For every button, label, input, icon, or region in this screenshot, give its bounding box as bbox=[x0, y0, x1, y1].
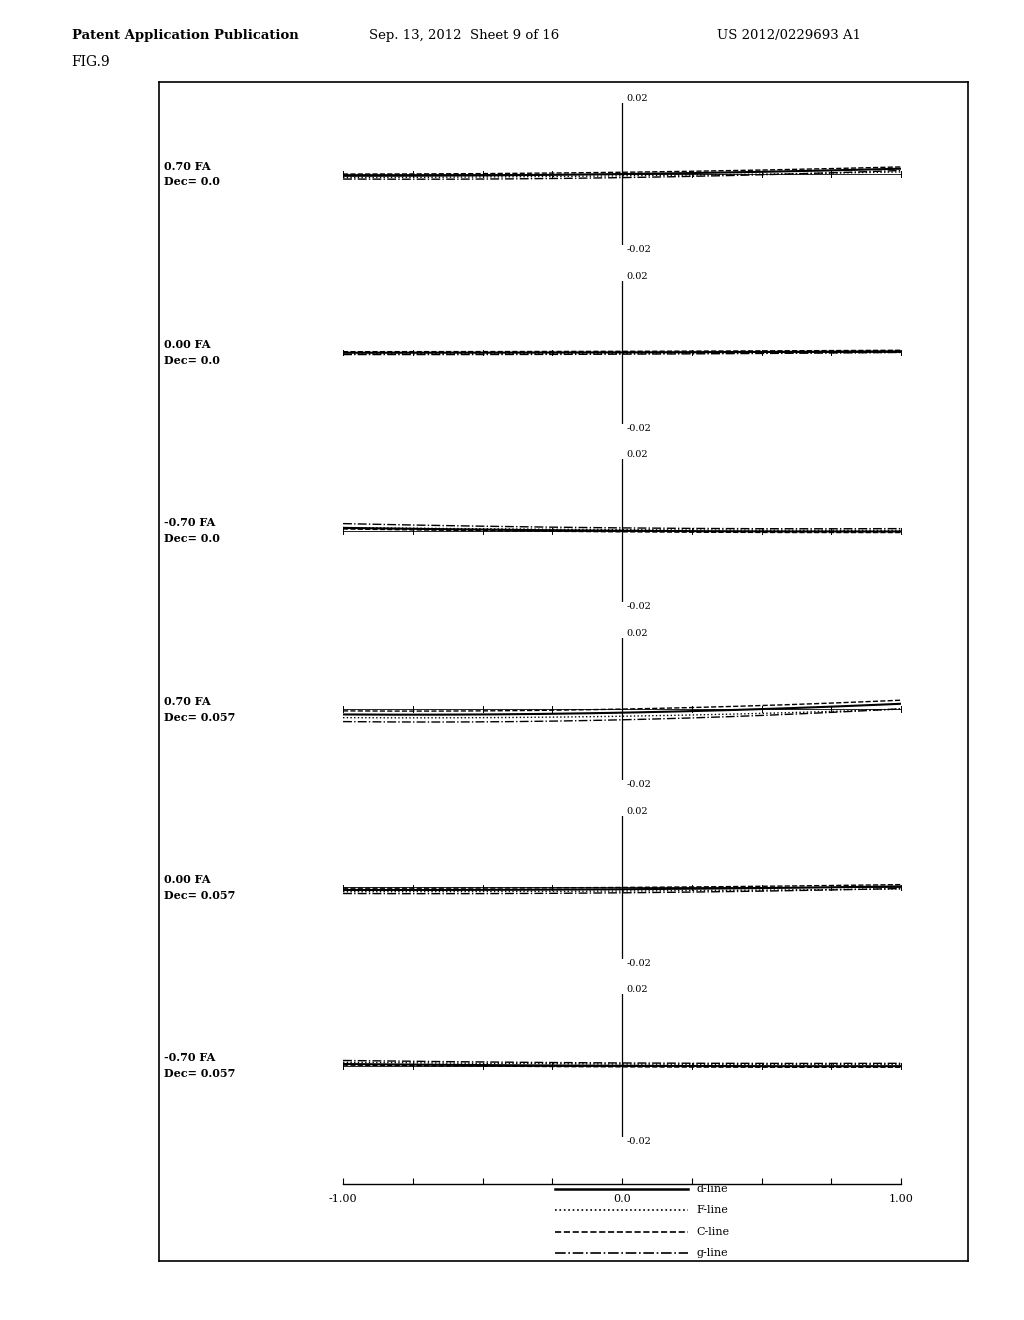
Text: 0.02: 0.02 bbox=[627, 807, 648, 816]
Text: -0.02: -0.02 bbox=[627, 246, 651, 255]
Text: Sep. 13, 2012  Sheet 9 of 16: Sep. 13, 2012 Sheet 9 of 16 bbox=[369, 29, 559, 42]
Text: 1.00: 1.00 bbox=[889, 1193, 913, 1204]
Text: 0.00 FA: 0.00 FA bbox=[164, 339, 210, 350]
Text: C-line: C-line bbox=[696, 1226, 729, 1237]
Text: Dec= 0.0: Dec= 0.0 bbox=[164, 355, 220, 366]
Text: 0.0: 0.0 bbox=[613, 1193, 631, 1204]
Text: F-line: F-line bbox=[696, 1205, 728, 1216]
Text: -0.02: -0.02 bbox=[627, 1137, 651, 1146]
Text: -0.02: -0.02 bbox=[627, 602, 651, 611]
Text: -1.00: -1.00 bbox=[329, 1193, 357, 1204]
Text: 0.02: 0.02 bbox=[627, 986, 648, 994]
Text: -0.70 FA: -0.70 FA bbox=[164, 517, 215, 528]
Text: -0.02: -0.02 bbox=[627, 780, 651, 789]
Text: 0.00 FA: 0.00 FA bbox=[164, 874, 210, 884]
Text: Dec= 0.0: Dec= 0.0 bbox=[164, 533, 220, 544]
Text: -0.02: -0.02 bbox=[627, 424, 651, 433]
Text: 0.70 FA: 0.70 FA bbox=[164, 696, 211, 706]
Text: 0.02: 0.02 bbox=[627, 628, 648, 638]
Text: 0.02: 0.02 bbox=[627, 450, 648, 459]
Text: Dec= 0.057: Dec= 0.057 bbox=[164, 711, 236, 722]
Text: 0.70 FA: 0.70 FA bbox=[164, 161, 211, 172]
Text: 0.02: 0.02 bbox=[627, 272, 648, 281]
Text: US 2012/0229693 A1: US 2012/0229693 A1 bbox=[717, 29, 861, 42]
Text: g-line: g-line bbox=[696, 1247, 728, 1258]
Text: Dec= 0.057: Dec= 0.057 bbox=[164, 1068, 236, 1080]
Text: Dec= 0.057: Dec= 0.057 bbox=[164, 890, 236, 900]
Text: Patent Application Publication: Patent Application Publication bbox=[72, 29, 298, 42]
Text: d-line: d-line bbox=[696, 1184, 728, 1195]
Text: Dec= 0.0: Dec= 0.0 bbox=[164, 177, 220, 187]
Text: -0.70 FA: -0.70 FA bbox=[164, 1052, 215, 1064]
Text: -0.02: -0.02 bbox=[627, 958, 651, 968]
Text: 0.02: 0.02 bbox=[627, 94, 648, 103]
Text: FIG.9: FIG.9 bbox=[72, 55, 111, 70]
